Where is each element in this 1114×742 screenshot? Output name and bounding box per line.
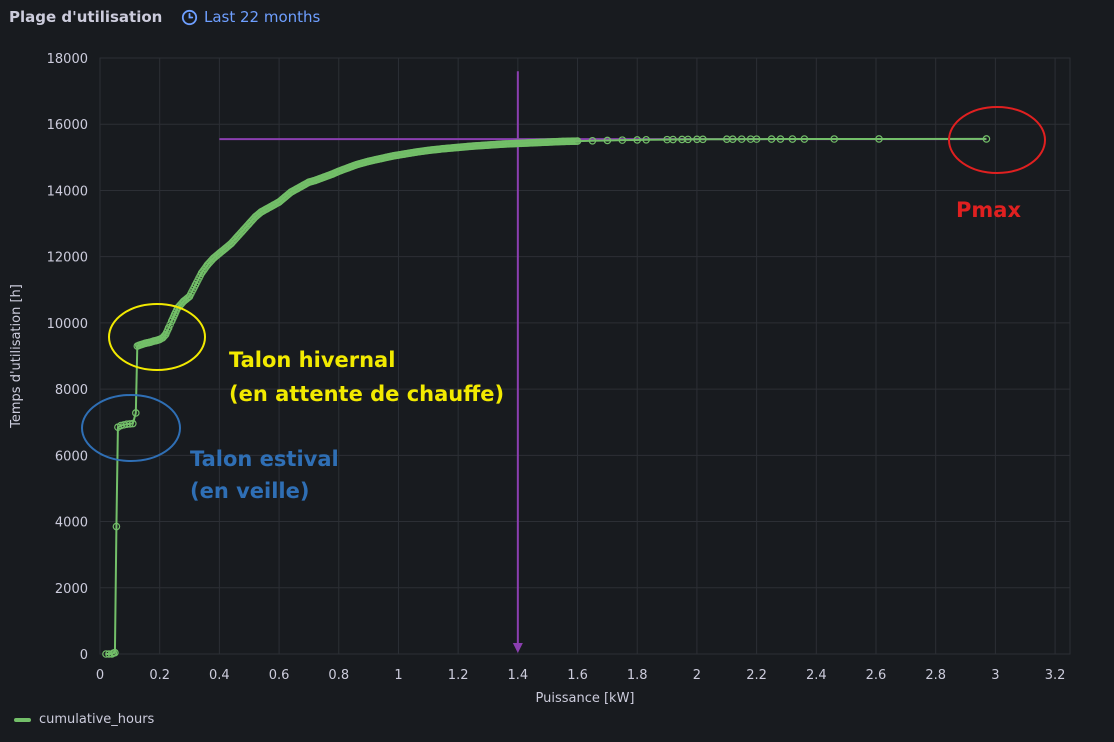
x-tick-label: 0.2	[149, 668, 170, 683]
data-point	[129, 419, 137, 428]
data-point	[573, 137, 582, 145]
series-cumulative-hours	[102, 135, 991, 658]
vertical-guide-arrow	[512, 643, 523, 653]
x-tick-label: 1.6	[567, 668, 588, 683]
talon-estival-label: (en veille)	[190, 479, 309, 503]
x-tick-label: 2	[693, 668, 701, 683]
y-tick-label: 10000	[47, 317, 88, 332]
chart-grid	[99, 57, 1071, 655]
data-point	[111, 648, 119, 657]
x-tick-label: 2.2	[746, 668, 767, 683]
y-tick-label: 14000	[47, 184, 88, 199]
y-tick-label: 4000	[55, 516, 88, 531]
x-tick-label: 3.2	[1045, 668, 1066, 683]
data-point	[875, 135, 883, 143]
data-point	[767, 135, 776, 143]
data-point	[982, 135, 991, 143]
data-point	[642, 135, 650, 144]
time-range-picker[interactable]: Last 22 months	[181, 8, 320, 26]
legend-swatch	[14, 717, 31, 722]
data-point	[603, 136, 612, 145]
data-point	[588, 136, 597, 145]
x-tick-label: 1.8	[627, 668, 648, 683]
x-tick-label: 1.4	[508, 668, 529, 683]
x-tick-label: 2.8	[925, 668, 946, 683]
y-tick-label: 18000	[47, 52, 88, 67]
data-point	[132, 409, 140, 417]
y-tick-label: 16000	[47, 118, 88, 133]
data-point	[699, 135, 707, 144]
x-tick-label: 0.4	[209, 668, 230, 683]
talon-hivernal-circle	[108, 303, 206, 371]
data-point	[669, 135, 677, 144]
legend-label: cumulative_hours	[39, 712, 155, 727]
data-point	[788, 135, 797, 143]
x-tick-label: 0.6	[269, 668, 290, 683]
data-point	[684, 135, 692, 144]
talon-hivernal-label: Talon hivernal	[229, 348, 395, 372]
x-tick-label: 0.8	[328, 668, 349, 683]
y-tick-label: 12000	[47, 251, 88, 266]
talon-hivernal-label: (en attente de chauffe)	[229, 382, 504, 406]
talon-estival-label: Talon estival	[190, 447, 339, 471]
x-tick-label: 1	[394, 668, 402, 683]
clock-icon	[181, 9, 198, 25]
pmax-label: Pmax	[956, 198, 1021, 222]
x-axis-title: Puissance [kW]	[535, 691, 634, 706]
y-axis-title: Temps d'utilisation [h]	[9, 284, 24, 429]
data-point	[737, 135, 746, 143]
data-point	[752, 135, 761, 143]
y-tick-label: 0	[80, 648, 88, 663]
y-tick-label: 6000	[55, 449, 88, 464]
y-tick-label: 8000	[55, 383, 88, 398]
x-tick-label: 2.4	[806, 668, 827, 683]
x-tick-label: 0	[96, 668, 104, 683]
legend[interactable]: cumulative_hours	[14, 712, 154, 727]
y-axis-ticks: 0 2000 4000 6000 8000 10000 12000 14000 16000 180…	[47, 52, 88, 663]
data-point	[728, 135, 737, 143]
x-tick-label: 3	[991, 668, 999, 683]
panel-title[interactable]: Plage d'utilisation	[9, 8, 163, 26]
data-point	[126, 420, 134, 428]
time-range-label: Last 22 months	[204, 8, 321, 26]
pmax-circle	[948, 106, 1046, 174]
chart-annotations: Pmax Talon hivernal (en attente de chauffe…	[81, 106, 1046, 503]
data-point	[830, 135, 839, 143]
x-tick-label: 1.2	[448, 668, 469, 683]
data-point	[800, 135, 809, 143]
y-tick-label: 2000	[55, 582, 88, 597]
x-tick-label: 2.6	[866, 668, 887, 683]
data-point	[776, 135, 785, 143]
data-point	[112, 522, 121, 531]
data-point	[633, 136, 642, 144]
panel-header: Plage d'utilisation Last 22 months	[0, 0, 1114, 36]
x-axis-ticks: 0 0.2 0.4 0.6 0.8 1 1.2 1.4 1.6 1.8 2 2.2 2.4 2.6 2.8 3…	[96, 668, 1066, 683]
data-point	[618, 136, 627, 144]
talon-estival-circle	[81, 394, 181, 462]
